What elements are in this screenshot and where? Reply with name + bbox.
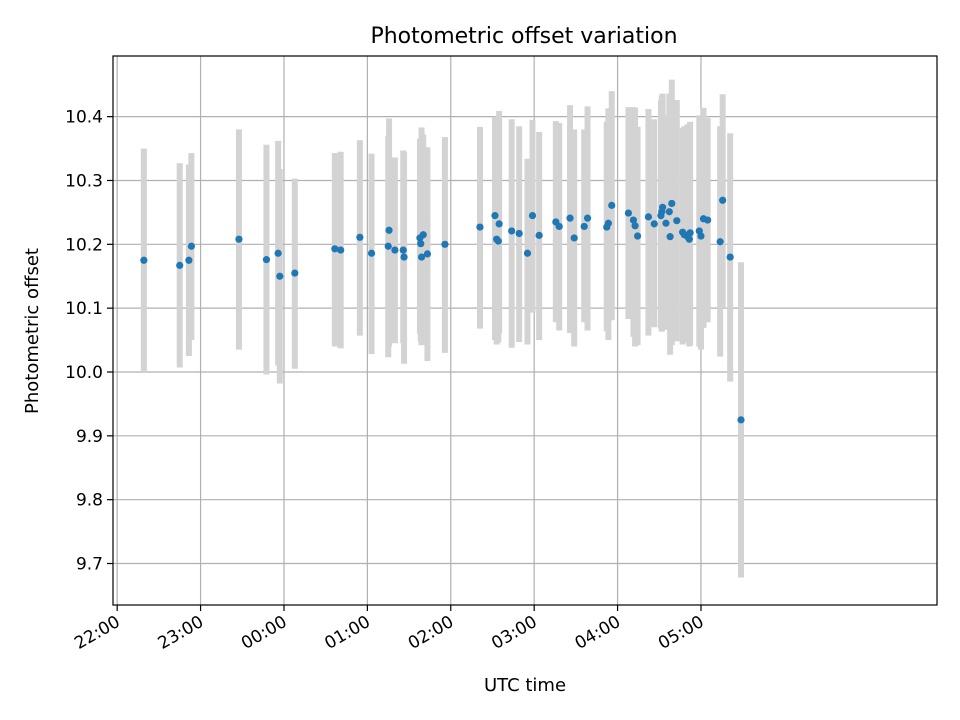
error-bars — [140, 79, 745, 578]
x-tick-label: 02:00 — [405, 612, 457, 654]
data-point — [494, 237, 502, 245]
data-point — [650, 220, 658, 228]
data-point — [515, 229, 523, 238]
data-point — [176, 261, 184, 269]
data-point — [697, 232, 705, 240]
data-point — [666, 233, 674, 241]
data-point — [580, 222, 588, 231]
x-tick-label: 04:00 — [572, 612, 624, 654]
data-point — [608, 201, 616, 209]
data-point — [686, 229, 694, 237]
data-point — [624, 209, 633, 217]
x-tick-label: 05:00 — [655, 612, 707, 654]
data-point — [629, 216, 638, 224]
data-point — [291, 269, 299, 277]
x-axis-ticks: 22:00 23:00 00:00 01:00 02:00 03:00 04:00 05:00 — [71, 605, 707, 654]
data-point — [400, 253, 408, 261]
data-point — [441, 240, 449, 248]
data-points — [140, 196, 745, 424]
data-point — [399, 246, 407, 254]
plot-frame — [112, 55, 938, 606]
data-point — [417, 253, 426, 261]
data-point — [528, 211, 537, 220]
x-tick-label: 22:00 — [71, 612, 123, 654]
data-point — [385, 226, 393, 234]
data-point — [535, 231, 543, 239]
y-tick-label: 10.3 — [65, 171, 103, 191]
data-point — [555, 222, 563, 231]
data-point — [508, 227, 516, 235]
data-point — [356, 233, 364, 241]
chart-title: Photometric offset variation — [370, 24, 677, 49]
data-point — [262, 256, 271, 264]
y-tick-label: 10.4 — [65, 108, 103, 128]
data-point — [391, 246, 399, 254]
data-point — [668, 199, 676, 208]
x-tick-label: 23:00 — [155, 612, 207, 654]
data-point — [185, 256, 193, 264]
data-point — [337, 246, 345, 254]
data-point — [726, 253, 734, 261]
data-point — [673, 217, 681, 225]
y-tick-label: 9.9 — [76, 427, 103, 447]
data-point — [685, 235, 693, 243]
y-tick-label: 10.0 — [65, 363, 103, 383]
data-point — [719, 196, 727, 204]
data-point — [665, 208, 673, 216]
data-point — [495, 220, 503, 228]
data-point — [662, 219, 670, 227]
data-point — [235, 235, 243, 243]
y-axis-label: Photometric offset — [22, 248, 43, 414]
x-tick-label: 00:00 — [238, 612, 290, 654]
data-point — [423, 250, 432, 258]
data-point — [633, 232, 642, 240]
y-tick-label: 9.7 — [76, 555, 103, 575]
x-tick-label: 01:00 — [321, 612, 373, 654]
data-point — [331, 245, 339, 253]
data-point — [419, 231, 427, 239]
data-point — [644, 213, 653, 221]
y-tick-label: 9.8 — [76, 491, 103, 511]
x-tick-label: 03:00 — [488, 612, 540, 654]
data-point — [737, 416, 745, 424]
data-point — [276, 272, 284, 280]
data-point — [417, 240, 425, 248]
y-tick-label: 10.1 — [65, 299, 103, 319]
data-point — [491, 211, 499, 220]
data-point — [140, 256, 148, 264]
data-point — [476, 223, 484, 231]
data-point — [583, 214, 592, 222]
y-tick-label: 10.2 — [65, 235, 103, 255]
y-axis-ticks: 9.7 9.8 9.9 10.0 10.1 10.2 10.3 10.4 — [65, 108, 113, 575]
data-point — [566, 214, 574, 222]
data-point — [384, 242, 392, 250]
data-point — [704, 216, 712, 224]
data-point — [631, 222, 639, 230]
x-axis-label: UTC time — [484, 675, 566, 696]
data-point — [523, 249, 532, 257]
data-point — [659, 203, 667, 211]
data-point — [716, 238, 724, 246]
data-point — [604, 219, 613, 227]
data-point — [274, 249, 282, 257]
data-point — [367, 249, 376, 257]
data-point — [187, 242, 195, 250]
data-point — [570, 234, 578, 242]
